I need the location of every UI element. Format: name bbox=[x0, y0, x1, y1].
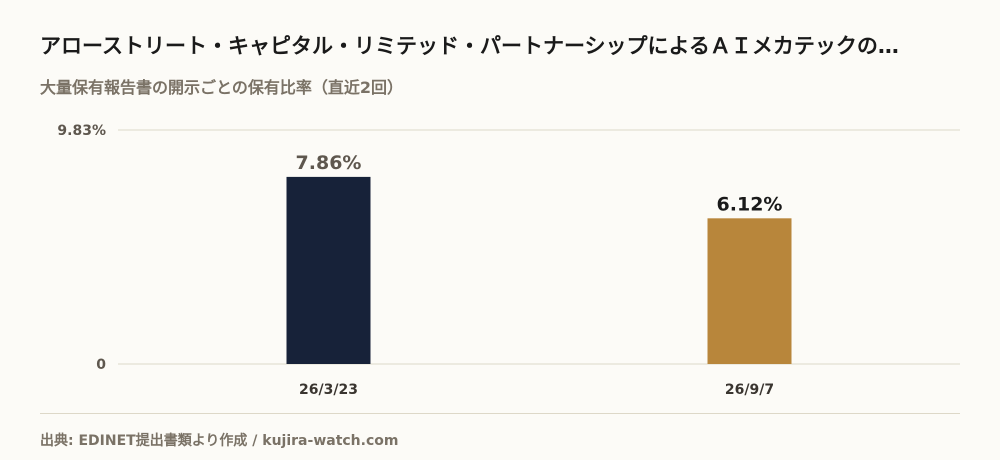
source-note: 出典: EDINET提出書類より作成 / kujira-watch.com bbox=[40, 433, 399, 449]
bar-0 bbox=[286, 176, 371, 364]
data-label-1: 6.12% bbox=[717, 193, 783, 215]
y-tick-label-0: 9.83% bbox=[57, 123, 106, 139]
gridlines bbox=[118, 129, 960, 365]
bars bbox=[286, 176, 792, 364]
chart-subtitle: 大量保有報告書の開示ごとの保有比率（直近2回） bbox=[40, 78, 403, 97]
x-tick-label-1: 26/9/7 bbox=[725, 382, 774, 398]
data-label-0: 7.86% bbox=[296, 152, 362, 174]
source-divider bbox=[40, 413, 960, 414]
bar-chart: 9.83% 0 7.86% 26/3/23 6.12% 26/9/7 bbox=[57, 123, 960, 398]
x-tick-label-0: 26/3/23 bbox=[299, 382, 358, 398]
bar-1 bbox=[707, 218, 792, 364]
labels: 9.83% 0 7.86% 26/3/23 6.12% 26/9/7 bbox=[57, 123, 782, 398]
y-tick-label-1: 0 bbox=[96, 357, 106, 373]
